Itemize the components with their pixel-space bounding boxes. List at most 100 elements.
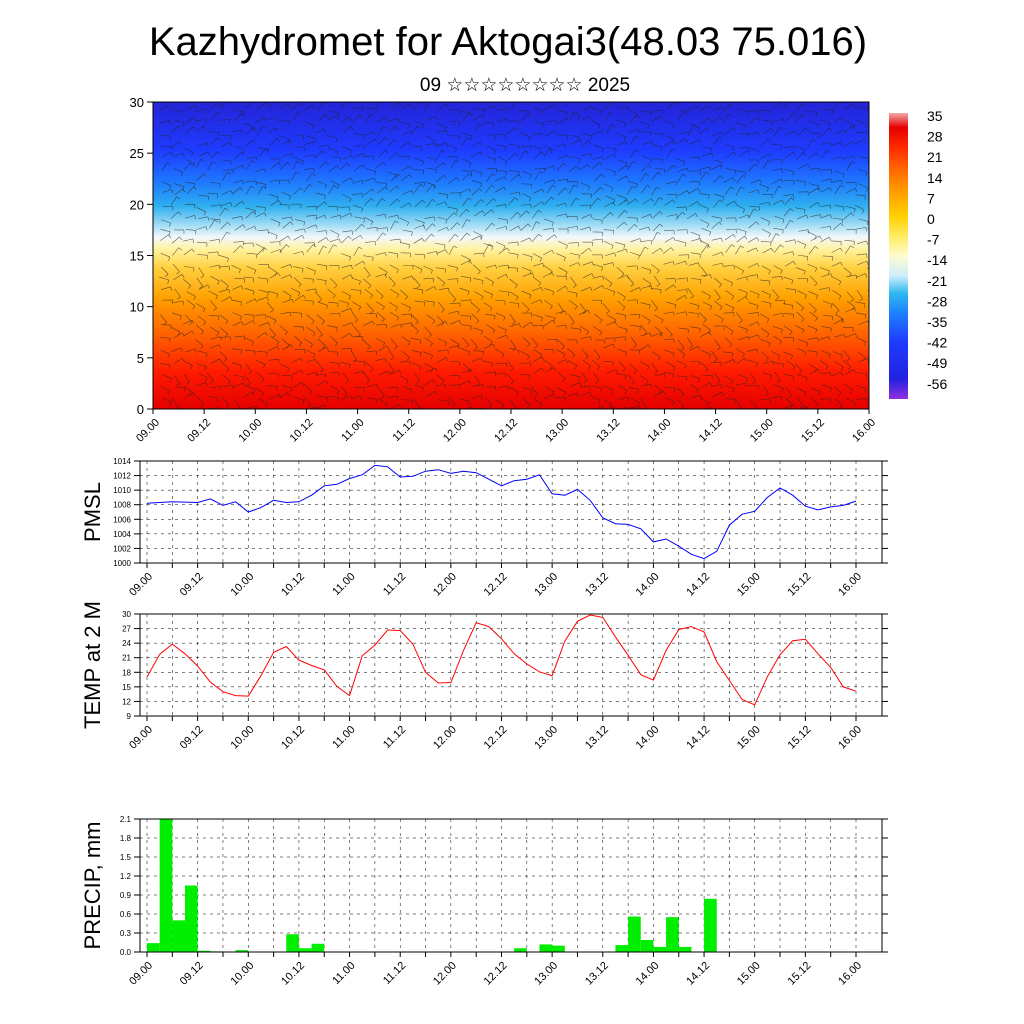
wind-barb-flag bbox=[518, 191, 521, 196]
wind-barb-flag bbox=[716, 381, 721, 384]
wind-barb bbox=[219, 314, 229, 321]
wind-barb-flag bbox=[790, 197, 795, 201]
wind-barb-flag bbox=[879, 214, 880, 218]
wind-barb bbox=[869, 385, 879, 387]
wind-barb-flag bbox=[656, 270, 660, 274]
wind-barb bbox=[460, 276, 471, 279]
wind-barb-flag bbox=[251, 391, 255, 396]
wind-barb-flag bbox=[205, 353, 208, 358]
wind-barb bbox=[375, 252, 386, 256]
wind-barb bbox=[736, 228, 747, 232]
wind-barb bbox=[231, 299, 242, 303]
wind-barb bbox=[700, 331, 710, 338]
wind-barb bbox=[569, 252, 580, 256]
wind-barb bbox=[820, 150, 828, 159]
wind-barb bbox=[666, 102, 676, 109]
wind-barb bbox=[377, 186, 386, 194]
wind-barb-flag bbox=[728, 113, 733, 117]
wind-barb bbox=[531, 221, 537, 231]
wind-barb bbox=[711, 221, 720, 230]
wind-barb bbox=[341, 395, 351, 400]
wind-barb bbox=[210, 112, 218, 121]
wind-barb-flag bbox=[709, 231, 712, 236]
wind-barb-flag bbox=[614, 321, 618, 326]
wind-barb-flag bbox=[815, 329, 818, 334]
wind-barb-flag bbox=[242, 180, 245, 185]
wind-barb-flag bbox=[814, 246, 819, 250]
wind-barb bbox=[330, 180, 340, 186]
wind-barb bbox=[282, 290, 292, 297]
wind-barb bbox=[160, 385, 170, 392]
wind-barb-flag bbox=[839, 405, 843, 409]
wind-barb bbox=[735, 121, 745, 126]
wind-barb-flag bbox=[840, 366, 844, 371]
wind-barb bbox=[795, 301, 804, 309]
wind-barb bbox=[627, 224, 635, 232]
wind-barb-flag bbox=[817, 337, 819, 342]
wind-barb bbox=[714, 313, 724, 320]
wind-barb-flag bbox=[227, 222, 231, 226]
wind-barb-flag bbox=[788, 395, 792, 399]
wind-barb-flag bbox=[368, 417, 371, 419]
wind-barb-flag bbox=[170, 152, 174, 156]
wind-barb bbox=[520, 237, 530, 243]
wind-barb bbox=[726, 228, 737, 231]
wind-barb bbox=[603, 262, 613, 266]
wind-barb bbox=[462, 173, 470, 181]
wind-barb bbox=[760, 153, 770, 160]
wind-barb bbox=[690, 278, 701, 280]
wind-barb-flag bbox=[494, 371, 496, 376]
wind-barb-flag bbox=[408, 307, 411, 312]
wind-barb-flag bbox=[587, 366, 591, 370]
wind-barb-flag bbox=[709, 166, 711, 171]
wind-barb bbox=[210, 137, 219, 145]
wind-barb bbox=[617, 348, 627, 353]
wind-barb-flag bbox=[747, 336, 750, 341]
wind-barb-flag bbox=[792, 151, 796, 156]
wind-barb-flag bbox=[527, 355, 530, 360]
wind-barb bbox=[509, 323, 520, 327]
wind-barb bbox=[376, 182, 387, 184]
wind-barb-flag bbox=[422, 124, 425, 129]
wind-barb bbox=[390, 288, 399, 295]
wind-barb bbox=[831, 371, 842, 377]
wind-barb bbox=[294, 295, 304, 302]
wind-barb-flag bbox=[217, 151, 221, 155]
wind-barb bbox=[639, 375, 649, 382]
wind-barb bbox=[459, 287, 470, 292]
wind-barb bbox=[725, 200, 735, 207]
wind-barb-flag bbox=[432, 223, 436, 227]
wind-barb bbox=[269, 272, 279, 279]
wind-barb-flag bbox=[693, 124, 698, 128]
wind-barb-flag bbox=[793, 404, 796, 409]
wind-barb bbox=[318, 145, 329, 147]
wind-barb bbox=[411, 362, 422, 367]
wind-barb bbox=[388, 276, 396, 285]
wind-barb bbox=[857, 168, 868, 173]
wind-barb-flag bbox=[644, 416, 647, 418]
wind-barb-flag bbox=[505, 226, 508, 231]
wind-barb-flag bbox=[590, 153, 593, 158]
wind-barb-flag bbox=[637, 402, 640, 407]
wind-barb-flag bbox=[504, 329, 507, 334]
wind-barb-flag bbox=[516, 391, 519, 396]
wind-barb bbox=[699, 240, 710, 246]
wind-barb-flag bbox=[549, 147, 554, 151]
wind-barb bbox=[747, 110, 758, 113]
wind-barb bbox=[281, 152, 292, 158]
wind-barb bbox=[509, 170, 520, 173]
wind-barb bbox=[329, 371, 340, 374]
wind-barb-flag bbox=[422, 199, 426, 204]
wind-barb bbox=[425, 411, 431, 419]
wind-barb-flag bbox=[766, 318, 770, 323]
wind-barb bbox=[221, 296, 231, 302]
wind-barb-flag bbox=[194, 183, 196, 188]
wind-barb-flag bbox=[433, 216, 436, 221]
wind-barb-flag bbox=[422, 161, 424, 166]
wind-barb bbox=[868, 215, 869, 217]
wind-barb-flag bbox=[458, 320, 462, 325]
wind-barb bbox=[314, 291, 322, 300]
wind-barb-flag bbox=[851, 125, 856, 129]
wind-barb-flag bbox=[349, 150, 353, 155]
